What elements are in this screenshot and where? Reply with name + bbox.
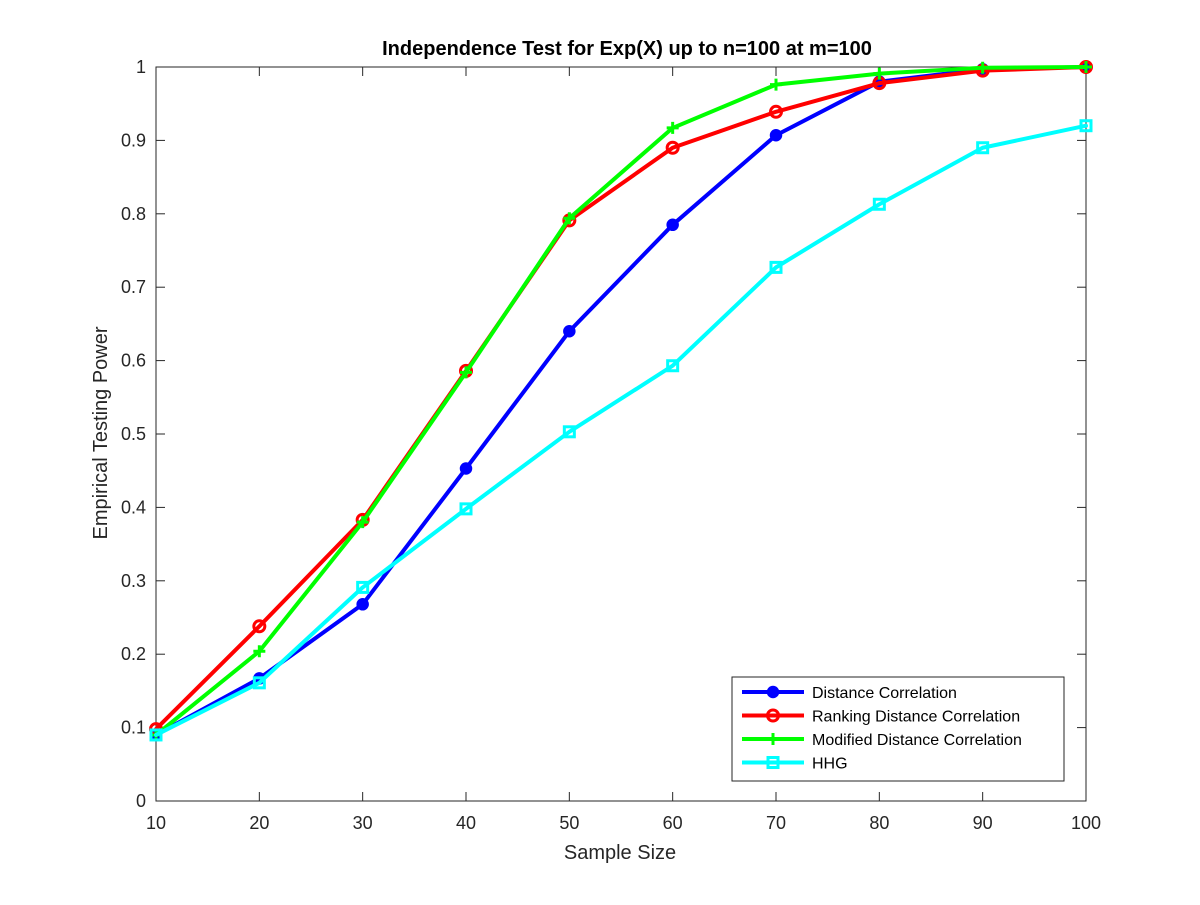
data-point — [562, 425, 576, 439]
y-tick-label: 0.2 — [121, 644, 146, 664]
plot-area: 10 20 30 40 50 60 70 80 90 100 0 0.1 0.2 0.3 0.4 0.5 0.6… — [121, 57, 1101, 833]
series-line — [154, 65, 1088, 737]
legend-entry: Distance Correlation — [812, 685, 957, 702]
x-tick-label: 30 — [353, 813, 373, 833]
legend-entry: Ranking Distance Correlation — [812, 709, 1020, 726]
data-point — [1080, 61, 1092, 73]
chart-title: Independence Test for Exp(X) up to n=100… — [382, 38, 872, 60]
x-tick-label: 50 — [559, 813, 579, 833]
y-tick-label: 0.7 — [121, 277, 146, 297]
data-point — [770, 78, 782, 91]
series-line — [154, 65, 1088, 732]
y-tick-label: 0 — [136, 791, 146, 811]
data-point — [976, 141, 990, 155]
data-point — [769, 104, 783, 119]
y-tick-label: 0.3 — [121, 571, 146, 591]
data-point — [666, 218, 679, 232]
data-point — [459, 502, 473, 516]
data-point — [252, 676, 266, 690]
data-point — [766, 685, 780, 699]
legend-entry: Modified Distance Correlation — [812, 732, 1022, 749]
data-point — [356, 516, 369, 529]
data-point — [872, 197, 886, 211]
data-point — [356, 598, 369, 611]
data-point — [766, 708, 780, 723]
data-point — [767, 733, 779, 745]
data-point — [459, 462, 473, 475]
x-tick-label: 70 — [766, 813, 786, 833]
y-tick-label: 0.4 — [121, 497, 146, 517]
x-tick-label: 10 — [146, 813, 166, 833]
data-point — [769, 129, 783, 142]
x-tick-label: 90 — [973, 813, 993, 833]
data-point — [563, 212, 576, 225]
data-point — [356, 580, 370, 594]
x-tick-label: 100 — [1071, 813, 1101, 833]
y-tick-label: 0.9 — [121, 130, 146, 150]
x-tick-label: 80 — [869, 813, 889, 833]
data-point — [976, 61, 989, 74]
data-point — [563, 324, 576, 338]
y-tick-label: 0.1 — [121, 718, 146, 738]
x-tick-label: 20 — [249, 813, 269, 833]
data-point — [769, 260, 783, 274]
x-axis-label: Sample Size — [564, 842, 676, 864]
x-tick-label: 40 — [456, 813, 476, 833]
y-tick-label: 0.6 — [121, 351, 146, 371]
x-tick-label: 60 — [663, 813, 683, 833]
data-point — [666, 121, 679, 134]
data-point — [873, 67, 886, 80]
data-point — [149, 728, 163, 742]
data-point — [665, 140, 680, 155]
data-point — [1079, 119, 1093, 133]
data-point — [253, 645, 266, 658]
data-point — [766, 756, 780, 769]
y-tick-label: 1 — [136, 57, 146, 77]
y-axis-label: Empirical Testing Power — [90, 326, 112, 539]
y-tick-label: 0.8 — [121, 204, 146, 224]
legend-entry: HHG — [812, 756, 848, 773]
data-point — [460, 366, 472, 379]
y-tick-label: 0.5 — [121, 424, 146, 444]
data-point — [252, 619, 267, 634]
legend: Distance Correlation Ranking Distance Cor… — [731, 676, 1065, 782]
series-line — [154, 123, 1088, 737]
data-point — [666, 359, 680, 373]
